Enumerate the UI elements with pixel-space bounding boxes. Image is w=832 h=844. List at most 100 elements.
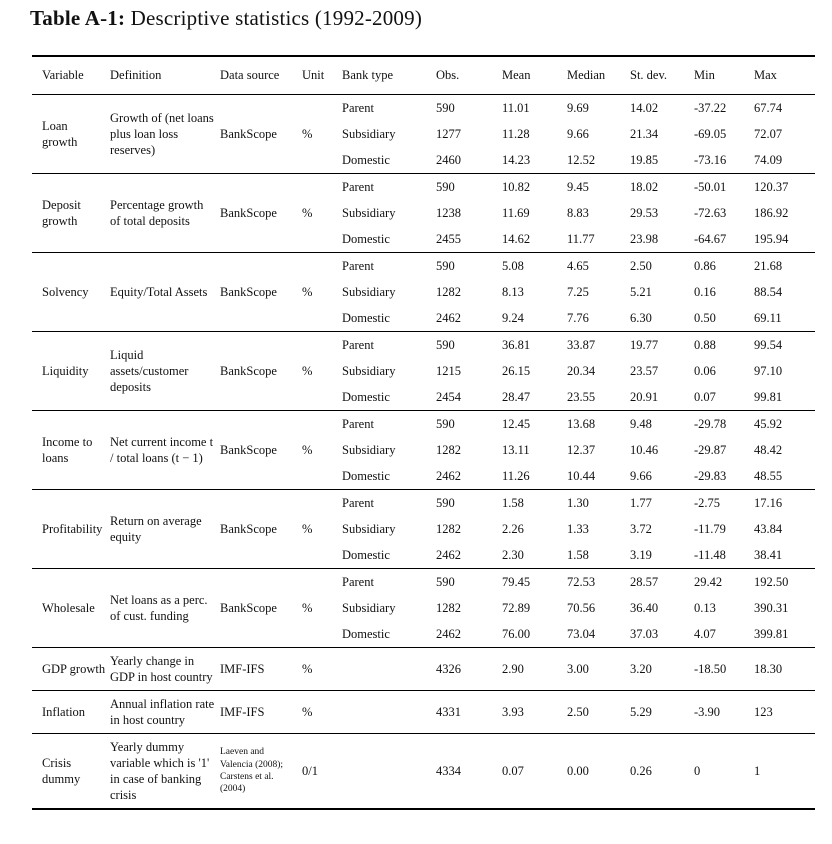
col-header-mean: Mean <box>500 56 565 95</box>
max-cell: 399.81 <box>754 627 789 641</box>
max-cell: 72.07 <box>754 127 783 141</box>
max-cell: 48.55 <box>754 469 783 483</box>
min-cell: -11.48 <box>694 548 726 562</box>
col-header-unit: Unit <box>300 56 340 95</box>
table-row: Inflation Annual inflation rate in host c… <box>32 690 815 734</box>
min-cell: -64.67 <box>694 232 727 246</box>
st-dev-cell: 21.34 <box>630 127 659 141</box>
unit-cell: % <box>300 568 340 648</box>
table-row: Domestic 2454 28.47 23.55 20.91 0.07 99.81 <box>32 384 815 411</box>
table-row: Subsidiary 1215 26.15 20.34 23.57 0.06 97.10 <box>32 358 815 384</box>
min-cell: -72.63 <box>694 206 727 220</box>
definition-cell: Net current income t / total loans (t − … <box>108 410 218 490</box>
variable-cell: Wholesale <box>32 568 108 648</box>
bank-type-cell: Domestic <box>342 548 390 562</box>
min-cell: 0 <box>692 733 752 809</box>
max-cell: 17.16 <box>752 489 815 516</box>
mean-cell: 28.47 <box>502 390 531 404</box>
unit-cell: % <box>300 489 340 569</box>
obs-cell: 4326 <box>434 647 500 691</box>
mean-cell: 14.62 <box>502 232 531 246</box>
bank-type-cell: Subsidiary <box>342 364 396 378</box>
col-header-variable: Variable <box>32 56 108 95</box>
mean-cell: 72.89 <box>502 601 531 615</box>
table-row: Domestic 2462 9.24 7.76 6.30 0.50 69.11 <box>32 305 815 332</box>
st-dev-cell: 18.02 <box>628 173 692 200</box>
obs-cell: 4331 <box>434 690 500 734</box>
median-cell: 12.52 <box>567 153 596 167</box>
st-dev-cell: 3.72 <box>630 522 652 536</box>
obs-cell: 590 <box>434 568 500 595</box>
median-cell: 0.00 <box>565 733 628 809</box>
col-header-data-source: Data source <box>218 56 300 95</box>
bank-type-cell: Domestic <box>342 232 390 246</box>
descriptive-statistics-table: Variable Definition Data source Unit Ban… <box>32 55 815 810</box>
median-cell: 70.56 <box>567 601 596 615</box>
min-cell: -73.16 <box>694 153 727 167</box>
max-cell: 186.92 <box>754 206 789 220</box>
min-cell: 0.50 <box>694 311 716 325</box>
obs-cell: 590 <box>434 331 500 358</box>
min-cell: 0.16 <box>694 285 716 299</box>
bank-type-cell <box>340 733 434 809</box>
table-row: Subsidiary 1282 13.11 12.37 10.46 -29.87 48.42 <box>32 437 815 463</box>
bank-type-cell: Subsidiary <box>342 443 396 457</box>
mean-cell: 11.69 <box>502 206 530 220</box>
max-cell: 38.41 <box>754 548 783 562</box>
min-cell: 0.06 <box>694 364 716 378</box>
mean-cell: 36.81 <box>500 331 565 358</box>
data-source-cell: IMF-IFS <box>218 690 300 734</box>
st-dev-cell: 14.02 <box>630 101 659 115</box>
definition-cell: Annual inflation rate in host country <box>108 690 218 734</box>
variable-cell: Liquidity <box>32 331 108 411</box>
obs-cell: 1282 <box>436 601 461 615</box>
median-cell: 7.25 <box>567 285 589 299</box>
mean-cell: 2.26 <box>502 522 524 536</box>
mean-cell: 2.30 <box>502 548 524 562</box>
obs-cell: 2455 <box>436 232 461 246</box>
max-cell: 69.11 <box>754 311 782 325</box>
mean-cell: 0.07 <box>500 733 565 809</box>
variable-cell: Profitability <box>32 489 108 569</box>
max-cell: 74.09 <box>754 153 783 167</box>
table-row: Subsidiary 1282 72.89 70.56 36.40 0.13 390.31 <box>32 595 815 621</box>
bank-type-cell: Parent <box>342 101 374 115</box>
variable-cell: Loan growth <box>42 119 78 149</box>
max-cell: 99.81 <box>754 390 783 404</box>
col-header-bank-type: Bank type <box>340 56 434 95</box>
min-cell: -29.78 <box>692 410 752 437</box>
bank-type-cell: Domestic <box>342 627 390 641</box>
data-source-cell: BankScope <box>218 173 300 253</box>
unit-cell: % <box>300 173 340 253</box>
table-body: Loan growth Growth of (net loans plus loa… <box>32 95 815 809</box>
mean-cell: 1.58 <box>500 489 565 516</box>
bank-type-cell: Subsidiary <box>342 285 396 299</box>
obs-cell: 2462 <box>436 627 461 641</box>
mean-cell: 14.23 <box>502 153 531 167</box>
min-cell: 0.07 <box>694 390 716 404</box>
max-cell: 18.30 <box>752 647 815 691</box>
mean-cell: 11.28 <box>502 127 530 141</box>
table-title: Table A-1: Descriptive statistics (1992-… <box>30 6 832 31</box>
variable-cell: GDP growth <box>32 647 108 691</box>
min-cell: -69.05 <box>694 127 727 141</box>
col-header-st-dev: St. dev. <box>628 56 692 95</box>
min-cell: -37.22 <box>694 101 727 115</box>
obs-cell: 2462 <box>436 311 461 325</box>
median-cell: 33.87 <box>565 331 628 358</box>
min-cell: -3.90 <box>692 690 752 734</box>
mean-cell: 3.93 <box>500 690 565 734</box>
st-dev-cell: 29.53 <box>630 206 659 220</box>
st-dev-cell: 9.66 <box>630 469 652 483</box>
unit-cell: % <box>300 252 340 332</box>
bank-type-cell: Domestic <box>342 469 390 483</box>
col-header-min: Min <box>692 56 752 95</box>
median-cell: 72.53 <box>565 568 628 595</box>
max-cell: 390.31 <box>754 601 789 615</box>
st-dev-cell: 9.48 <box>628 410 692 437</box>
data-source-cell: BankScope <box>218 568 300 648</box>
bank-type-cell: Parent <box>340 252 434 279</box>
table-row: Wholesale Net loans as a perc. of cust. f… <box>32 568 815 648</box>
max-cell: 97.10 <box>754 364 783 378</box>
